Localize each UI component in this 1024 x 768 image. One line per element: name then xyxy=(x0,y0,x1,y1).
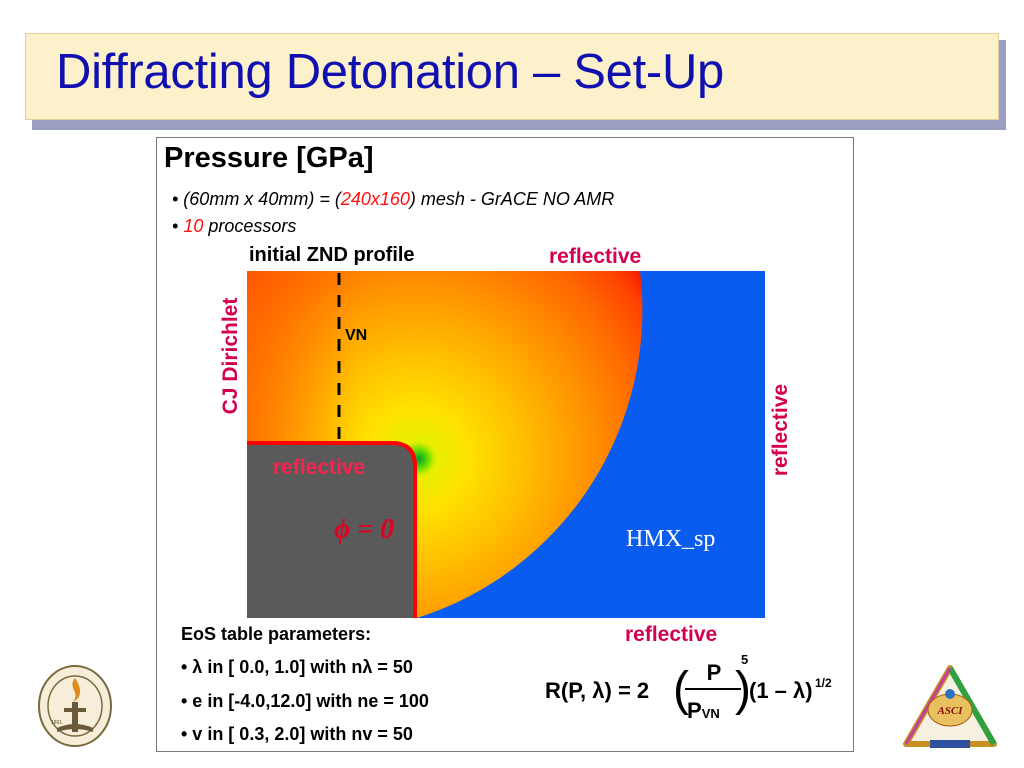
formula-exponent-half: 1/2 xyxy=(815,676,832,690)
reaction-rate-formula: R(P, λ) = 2 ( P PVN ) 5 (1 – λ) 1/2 xyxy=(545,652,835,732)
formula-exponent: 5 xyxy=(741,652,749,667)
formula-factor: (1 – λ) xyxy=(749,678,813,703)
formula-numerator: P xyxy=(706,660,722,685)
mesh-bullet-post: ) mesh - GrACE NO AMR xyxy=(409,189,615,209)
reflective-right-label: reflective xyxy=(769,383,792,477)
reflective-step-label: reflective xyxy=(273,456,366,479)
formula-denominator-base: P xyxy=(687,698,702,723)
reflective-bottom-label: reflective xyxy=(625,623,718,646)
processors-bullet: • 10 processors xyxy=(172,216,296,237)
formula-left-paren: ( xyxy=(673,663,689,716)
pressure-field-plot xyxy=(247,271,765,618)
processors-bullet-post: processors xyxy=(203,216,297,236)
formula-right-paren: ) xyxy=(735,663,751,716)
eos-energy-item: • e in [-4.0,12.0] with ne = 100 xyxy=(181,691,429,711)
eos-volume-item: • v in [ 0.3, 2.0] with nv = 50 xyxy=(181,724,413,744)
initial-znd-label: initial ZND profile xyxy=(249,244,415,266)
phi-equals-zero: ϕ = 0 xyxy=(334,514,395,545)
mesh-bullet: • (60mm x 40mm) = (240x160) mesh - GrACE… xyxy=(172,189,614,210)
step-wall-boundary xyxy=(247,441,417,618)
title-banner: Diffracting Detonation – Set-Up xyxy=(25,33,999,120)
mesh-size-highlight: 240x160 xyxy=(340,189,410,209)
formula-denominator: PVN xyxy=(687,698,720,724)
asci-logo-icon: ASCI xyxy=(903,665,997,748)
panel-heading: Pressure [GPa] xyxy=(164,142,374,174)
formula-lhs: R(P, λ) = 2 xyxy=(545,678,650,703)
processors-count-highlight: 10 xyxy=(183,216,204,236)
reflective-top-label: reflective xyxy=(549,245,642,268)
svg-text:ASCI: ASCI xyxy=(936,705,963,717)
solid-step xyxy=(247,443,415,618)
formula-denominator-sub: VN xyxy=(701,706,720,721)
mesh-bullet-pre: • (60mm x 40mm) = ( xyxy=(172,189,341,209)
formula-fraction-bar xyxy=(685,688,741,690)
processors-bullet-pre: • xyxy=(172,216,184,236)
slide-title: Diffracting Detonation – Set-Up xyxy=(56,45,724,99)
vn-label: VN xyxy=(345,327,368,344)
caltech-seal-icon: 1891 xyxy=(38,665,112,747)
eos-lambda-item: • λ in [ 0.0, 1.0] with nλ = 50 xyxy=(181,657,413,677)
cj-dirichlet-label: CJ Dirichlet xyxy=(219,297,242,415)
eos-title: EoS table parameters: xyxy=(181,624,372,644)
material-label: HMX_sp xyxy=(626,526,716,552)
svg-text:1891: 1891 xyxy=(51,720,62,726)
